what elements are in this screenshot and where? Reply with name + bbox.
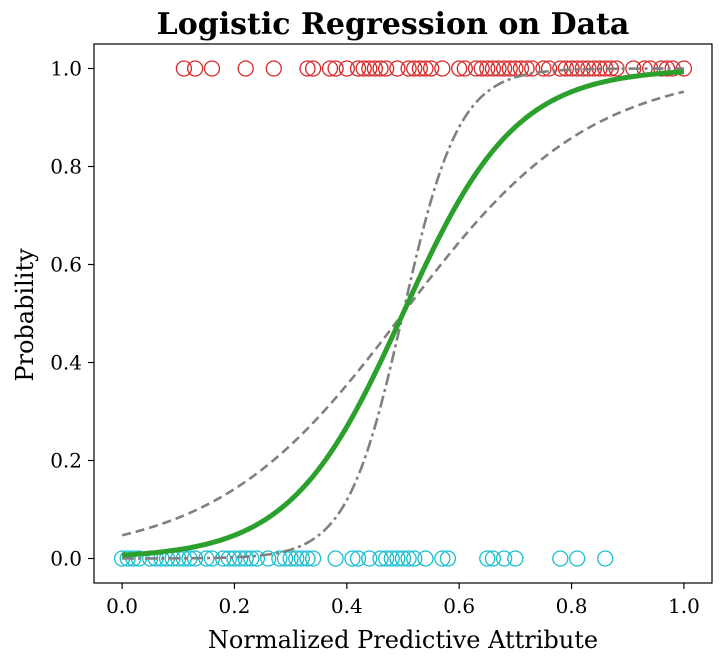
data-point-class0	[569, 550, 586, 567]
x-axis-label: Normalized Predictive Attribute	[208, 626, 598, 654]
data-point-class1	[540, 60, 558, 77]
data-point-class1	[490, 60, 507, 77]
data-point-class1	[361, 60, 378, 77]
data-point-class0	[248, 550, 266, 567]
data-point-class1	[377, 60, 395, 77]
data-point-class1	[338, 60, 355, 77]
data-point-class1	[299, 60, 316, 77]
data-point-class1	[265, 60, 282, 77]
data-point-class0	[597, 550, 614, 567]
y-tick-label: 0.2	[50, 449, 82, 473]
data-point-class1	[389, 60, 406, 77]
data-point-class1	[518, 60, 535, 77]
x-tick-label: 0.0	[106, 594, 138, 618]
data-point-class1	[451, 60, 468, 77]
data-point-class1	[473, 60, 490, 77]
data-point-class1	[479, 60, 496, 77]
data-point-class1	[495, 60, 513, 77]
data-point-class1	[602, 60, 620, 77]
x-tick-label: 0.2	[219, 594, 251, 618]
data-point-class1	[321, 60, 339, 77]
data-point-class1	[175, 60, 193, 77]
data-point-class0	[406, 550, 423, 567]
data-point-class1	[557, 60, 575, 77]
data-point-class1	[580, 60, 597, 77]
y-tick-label: 1.0	[50, 57, 82, 81]
data-point-class1	[349, 60, 367, 77]
data-point-class1	[417, 60, 434, 77]
data-point-class0	[552, 550, 569, 567]
data-point-class1	[501, 60, 518, 77]
data-point-class0	[260, 550, 277, 567]
data-point-class1	[552, 60, 569, 77]
data-point-class1	[411, 60, 429, 77]
data-point-class1	[203, 60, 221, 77]
data-point-class1	[304, 60, 322, 77]
data-point-class1	[400, 60, 417, 77]
logistic-curve-solid	[121, 69, 685, 558]
data-point-class0	[293, 550, 311, 567]
y-axis-label: Probability	[11, 248, 39, 382]
data-point-class1	[563, 60, 580, 77]
data-point-class1	[524, 60, 541, 77]
data-point-class0	[288, 550, 305, 567]
y-tick-label: 0.4	[50, 351, 82, 375]
chart-title: Logistic Regression on Data	[157, 7, 630, 42]
data-point-class1	[372, 60, 389, 77]
y-tick-label: 0.0	[50, 547, 82, 571]
data-point-class0	[304, 550, 322, 567]
data-point-class0	[439, 550, 457, 567]
data-point-class0	[119, 550, 136, 567]
data-point-class0	[299, 550, 316, 567]
data-point-class0	[434, 550, 451, 567]
x-tick-label: 1.0	[668, 594, 700, 618]
data-point-class0	[243, 550, 260, 567]
plot-area: 0.0 0.2 0.4 0.6 0.8 1.0 0.0 0.2 0.4 0.6 0.8 1.0	[50, 43, 713, 618]
data-point-class0	[372, 550, 389, 567]
data-point-class0	[394, 550, 412, 567]
data-point-class0	[349, 550, 367, 567]
data-point-class0	[495, 550, 513, 567]
x-tick-label: 0.4	[331, 594, 363, 618]
data-point-class0	[479, 550, 496, 567]
data-point-class1	[422, 60, 440, 77]
data-point-class1	[467, 60, 485, 77]
y-tick-label: 0.8	[50, 155, 82, 179]
data-point-class1	[327, 60, 344, 77]
data-point-class1	[355, 60, 372, 77]
y-tick-label: 0.6	[50, 253, 82, 277]
data-point-class1	[406, 60, 423, 77]
axes-frame	[93, 43, 713, 584]
data-point-class0	[383, 550, 400, 567]
x-tick-label: 0.6	[443, 594, 475, 618]
data-point-class0	[344, 550, 361, 567]
data-point-class1	[366, 60, 384, 77]
data-point-class0	[237, 550, 254, 567]
data-point-class1	[186, 60, 204, 77]
data-point-class0	[389, 550, 406, 567]
data-point-class0	[361, 550, 378, 567]
data-point-class0	[484, 550, 502, 567]
data-point-class1	[456, 60, 473, 77]
data-point-class0	[377, 550, 395, 567]
data-point-class1	[434, 60, 451, 77]
data-point-class1	[484, 60, 502, 77]
data-point-class0	[400, 550, 417, 567]
data-point-class0	[271, 550, 288, 567]
data-point-class1	[535, 60, 552, 77]
data-point-class1	[237, 60, 254, 77]
data-point-class0	[417, 550, 434, 567]
data-point-class0	[327, 550, 344, 567]
data-point-class0	[226, 550, 243, 567]
data-point-class0	[507, 550, 524, 567]
x-tick-label: 0.8	[556, 594, 588, 618]
